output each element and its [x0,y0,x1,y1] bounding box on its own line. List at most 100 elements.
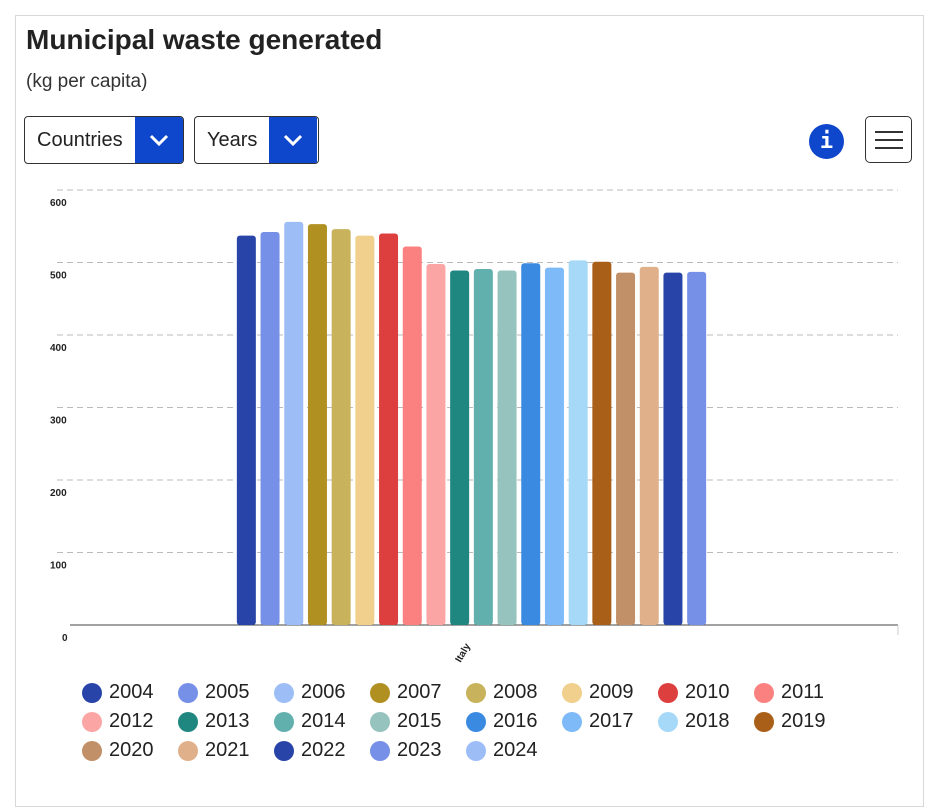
legend-label: 2022 [301,739,346,761]
legend-item-2014[interactable]: 2014 [274,707,370,736]
legend-item-2017[interactable]: 2017 [562,707,658,736]
legend-dot-icon [466,682,486,703]
bar-2015 [497,270,517,625]
legend-item-2006[interactable]: 2006 [274,678,370,707]
legend-dot-icon [466,711,486,732]
legend-item-2019[interactable]: 2019 [754,707,850,736]
legend-label: 2010 [685,681,730,703]
legend-dot-icon [754,682,774,703]
bar-2009 [355,235,375,626]
bar-2019 [592,261,612,625]
legend-item-2009[interactable]: 2009 [562,678,658,707]
bar-2004 [236,235,256,626]
bar-2013 [450,270,470,625]
legend-label: 2009 [589,681,634,703]
bar-2008 [331,229,351,625]
legend-dot-icon [274,740,294,761]
legend-item-2018[interactable]: 2018 [658,707,754,736]
bar-2011 [402,246,422,626]
bar-2016 [521,263,541,625]
legend-dot-icon [274,711,294,732]
bar-2005 [260,232,280,626]
legend-dot-icon [178,740,198,761]
legend-label: 2019 [781,710,826,732]
countries-label: Countries [37,128,123,151]
legend-label: 2006 [301,681,346,703]
legend-item-2004[interactable]: 2004 [82,678,178,707]
legend-label: 2007 [397,681,442,703]
y-tick-label: 100 [50,561,67,572]
legend-label: 2004 [109,681,154,703]
menu-button[interactable] [865,116,912,163]
y-tick-label: 300 [50,416,67,427]
legend-dot-icon [562,682,582,703]
legend-dot-icon [82,711,102,732]
legend-item-2011[interactable]: 2011 [754,678,850,707]
countries-dropdown[interactable]: Countries [24,116,184,164]
legend-item-2012[interactable]: 2012 [82,707,178,736]
legend-label: 2016 [493,710,538,732]
legend-dot-icon [274,682,294,703]
legend-item-2007[interactable]: 2007 [370,678,466,707]
legend-label: 2014 [301,710,346,732]
legend-item-2008[interactable]: 2008 [466,678,562,707]
legend-dot-icon [178,711,198,732]
legend-label: 2020 [109,739,154,761]
bar-2017 [544,267,564,625]
legend-item-2016[interactable]: 2016 [466,707,562,736]
legend-dot-icon [370,711,390,732]
legend-label: 2015 [397,710,442,732]
legend-dot-icon [562,711,582,732]
bar-2020 [616,272,636,625]
legend-label: 2005 [205,681,250,703]
chevron-down-icon [269,117,318,163]
y-tick-label: 0 [62,633,68,644]
bar-2022 [663,272,683,625]
legend-item-2020[interactable]: 2020 [82,736,178,765]
legend-label: 2024 [493,739,538,761]
legend-dot-icon [370,682,390,703]
legend-item-2022[interactable]: 2022 [274,736,370,765]
chart-card: Municipal waste generated (kg per capita… [15,15,924,807]
legend-label: 2021 [205,739,250,761]
legend-item-2015[interactable]: 2015 [370,707,466,736]
chart-title: Municipal waste generated [26,24,383,55]
legend-label: 2011 [781,681,825,703]
legend-item-2005[interactable]: 2005 [178,678,274,707]
legend-item-2024[interactable]: 2024 [466,736,562,765]
chevron-down-icon [134,117,183,163]
bar-2021 [639,266,659,625]
legend-label: 2013 [205,710,250,732]
chart-subtitle: (kg per capita) [26,71,148,92]
legend-dot-icon [370,740,390,761]
years-label: Years [207,128,258,151]
bar-chart: 0 100 200 300 400 500 600 Italy [50,189,899,664]
bar-2012 [426,263,446,625]
legend-dot-icon [658,682,678,703]
legend-label: 2012 [109,710,154,732]
bar-2007 [307,224,327,625]
legend-item-2010[interactable]: 2010 [658,678,754,707]
y-tick-label: 500 [50,271,67,282]
legend-item-2023[interactable]: 2023 [370,736,466,765]
legend-dot-icon [82,740,102,761]
legend: 2004 2005 2006 2007 2008 2009 2010 2011 2012 2013… [82,678,862,765]
legend-dot-icon [82,682,102,703]
legend-item-2021[interactable]: 2021 [178,736,274,765]
legend-label: 2023 [397,739,442,761]
bar-2018 [568,260,588,625]
x-tick-label: Italy [454,641,474,664]
legend-dot-icon [466,740,486,761]
legend-item-2013[interactable]: 2013 [178,707,274,736]
legend-dot-icon [754,711,774,732]
years-dropdown[interactable]: Years [194,116,319,164]
bar-2014 [473,269,493,625]
bar-2006 [284,221,304,625]
legend-label: 2008 [493,681,538,703]
info-icon[interactable]: i [809,124,844,159]
legend-label: 2017 [589,710,634,732]
bar-2023 [687,271,707,625]
y-tick-label: 400 [50,343,67,354]
legend-dot-icon [178,682,198,703]
y-tick-label: 200 [50,488,67,499]
